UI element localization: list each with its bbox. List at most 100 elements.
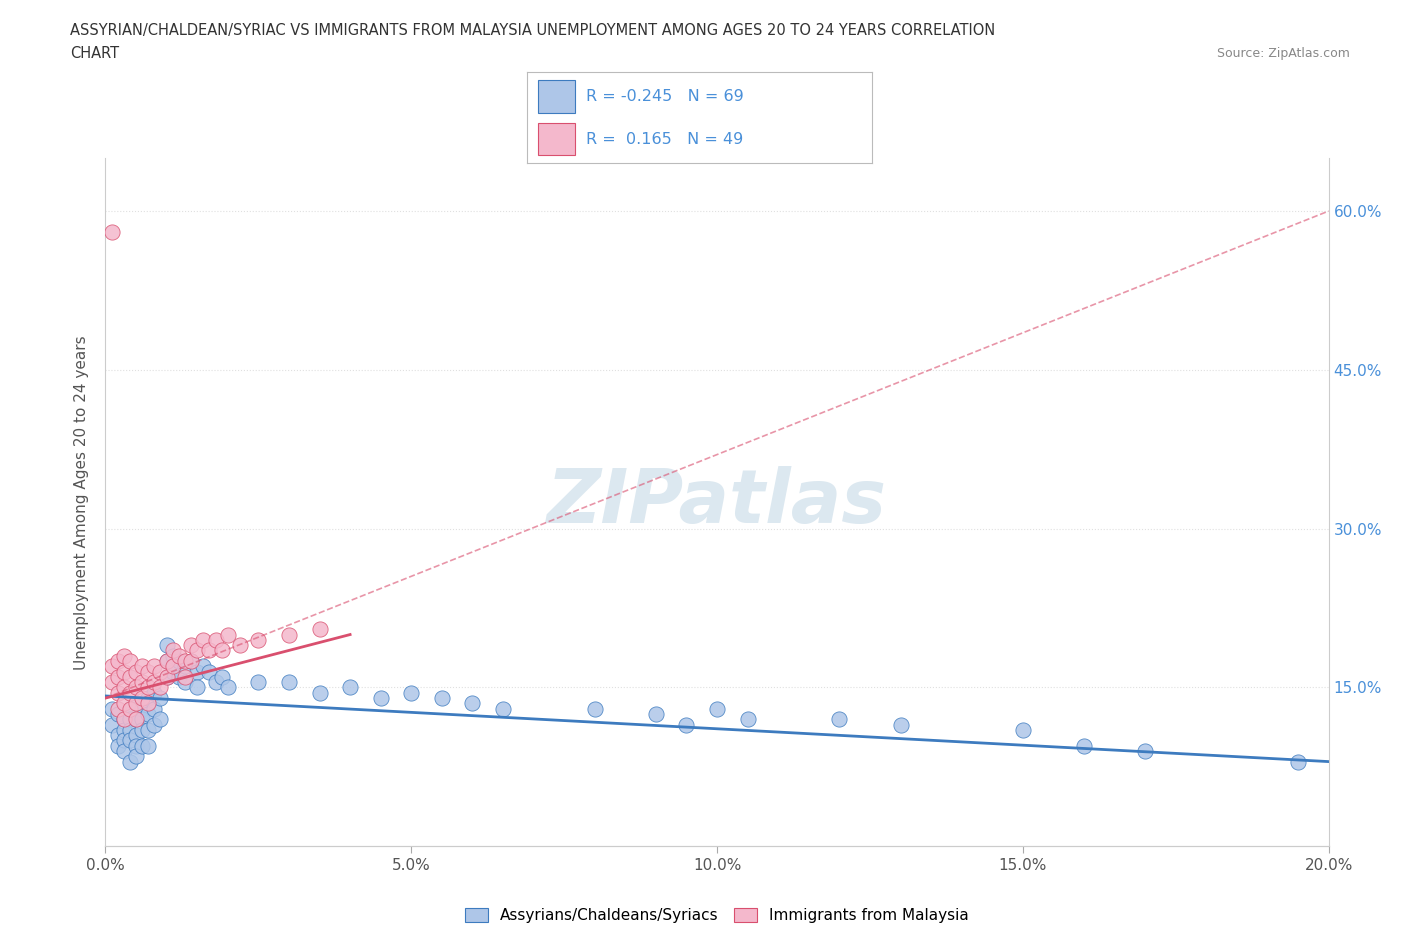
Point bbox=[112, 711, 135, 726]
Point bbox=[583, 701, 606, 716]
Point bbox=[143, 685, 166, 700]
Point bbox=[430, 691, 453, 706]
Point bbox=[112, 744, 135, 759]
Point bbox=[174, 654, 197, 669]
Point bbox=[136, 707, 159, 722]
Point bbox=[644, 707, 666, 722]
Point bbox=[211, 670, 233, 684]
Point bbox=[125, 749, 148, 764]
Point bbox=[136, 738, 159, 753]
Point bbox=[167, 670, 190, 684]
Point bbox=[125, 680, 148, 695]
Point bbox=[118, 701, 141, 716]
Point bbox=[1286, 754, 1309, 769]
Point bbox=[828, 711, 851, 726]
Point bbox=[186, 643, 208, 658]
Point bbox=[112, 664, 135, 679]
Point bbox=[107, 727, 129, 742]
Point bbox=[1011, 723, 1033, 737]
Legend: Assyrians/Chaldeans/Syriacs, Immigrants from Malaysia: Assyrians/Chaldeans/Syriacs, Immigrants … bbox=[458, 902, 976, 929]
Point bbox=[107, 701, 129, 716]
Point bbox=[125, 711, 148, 726]
Point bbox=[162, 658, 184, 673]
Point bbox=[107, 707, 129, 722]
Point bbox=[155, 670, 177, 684]
Point bbox=[118, 654, 141, 669]
Point bbox=[180, 654, 202, 669]
Point bbox=[118, 701, 141, 716]
Point bbox=[162, 664, 184, 679]
Point bbox=[136, 696, 159, 711]
Point bbox=[107, 654, 129, 669]
Point bbox=[149, 680, 172, 695]
Point bbox=[107, 685, 129, 700]
Point bbox=[112, 696, 135, 711]
Point bbox=[149, 711, 172, 726]
Point bbox=[247, 632, 270, 647]
Point bbox=[180, 638, 202, 653]
Point bbox=[131, 723, 153, 737]
Point bbox=[308, 622, 330, 637]
Y-axis label: Unemployment Among Ages 20 to 24 years: Unemployment Among Ages 20 to 24 years bbox=[75, 335, 90, 670]
Point bbox=[217, 680, 239, 695]
Point bbox=[125, 664, 148, 679]
Point bbox=[737, 711, 759, 726]
Point bbox=[107, 738, 129, 753]
Point bbox=[136, 723, 159, 737]
Point bbox=[193, 632, 215, 647]
Point bbox=[706, 701, 728, 716]
Point bbox=[247, 675, 270, 690]
Point bbox=[131, 658, 153, 673]
Point bbox=[100, 675, 122, 690]
Point bbox=[492, 701, 515, 716]
Point bbox=[125, 738, 148, 753]
Point bbox=[112, 648, 135, 663]
Point bbox=[174, 675, 197, 690]
Point bbox=[155, 670, 177, 684]
Text: ASSYRIAN/CHALDEAN/SYRIAC VS IMMIGRANTS FROM MALAYSIA UNEMPLOYMENT AMONG AGES 20 : ASSYRIAN/CHALDEAN/SYRIAC VS IMMIGRANTS F… bbox=[70, 23, 995, 38]
Point bbox=[125, 696, 148, 711]
Point bbox=[136, 680, 159, 695]
Point bbox=[118, 685, 141, 700]
Point bbox=[112, 723, 135, 737]
Point bbox=[193, 658, 215, 673]
Point bbox=[211, 643, 233, 658]
Point bbox=[204, 632, 226, 647]
Point bbox=[118, 711, 141, 726]
Point bbox=[143, 675, 166, 690]
Point bbox=[180, 654, 202, 669]
Point bbox=[198, 664, 221, 679]
Point bbox=[100, 225, 122, 240]
Point bbox=[370, 691, 392, 706]
Point bbox=[136, 664, 159, 679]
FancyBboxPatch shape bbox=[537, 80, 575, 113]
Point bbox=[278, 627, 301, 642]
Point bbox=[143, 717, 166, 732]
Point bbox=[1133, 744, 1156, 759]
Point bbox=[339, 680, 361, 695]
Point bbox=[125, 711, 148, 726]
Point bbox=[1073, 738, 1095, 753]
Point bbox=[100, 701, 122, 716]
Point bbox=[155, 654, 177, 669]
Point bbox=[125, 696, 148, 711]
Point bbox=[149, 664, 172, 679]
Point bbox=[198, 643, 221, 658]
Point bbox=[112, 680, 135, 695]
Point bbox=[100, 717, 122, 732]
Point bbox=[162, 648, 184, 663]
Point bbox=[143, 701, 166, 716]
Point bbox=[162, 643, 184, 658]
Point bbox=[155, 638, 177, 653]
Point bbox=[107, 670, 129, 684]
Point bbox=[100, 658, 122, 673]
Point bbox=[118, 733, 141, 748]
Point bbox=[125, 727, 148, 742]
Point bbox=[143, 658, 166, 673]
Point bbox=[174, 658, 197, 673]
Point bbox=[167, 654, 190, 669]
Text: CHART: CHART bbox=[70, 46, 120, 61]
Point bbox=[204, 675, 226, 690]
Point bbox=[174, 670, 197, 684]
Point bbox=[136, 691, 159, 706]
